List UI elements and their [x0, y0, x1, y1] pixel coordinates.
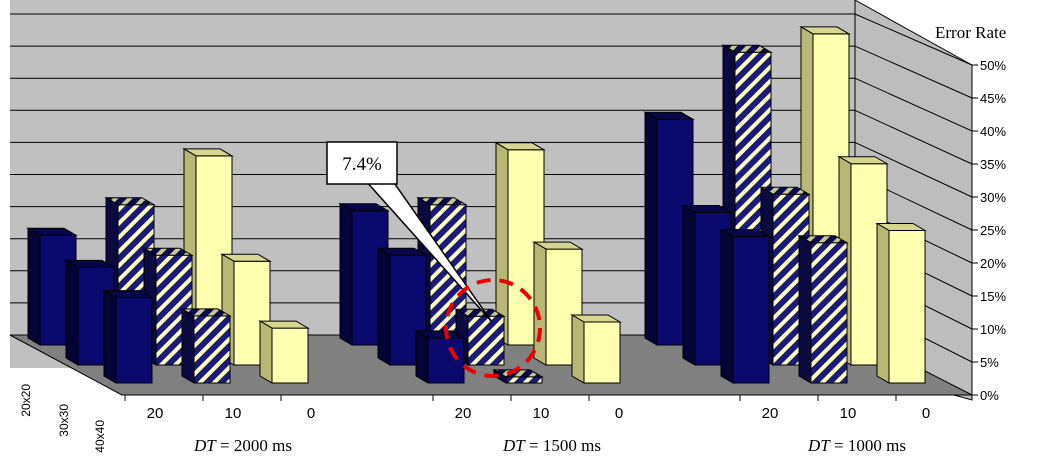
bar [414, 329, 466, 384]
bar-side [682, 204, 696, 366]
bar-front [193, 315, 231, 384]
bar-side [27, 227, 41, 346]
bar-front [810, 242, 848, 384]
y-tick-label: 40% [980, 124, 1006, 139]
y-tick-label: 10% [980, 322, 1006, 337]
bars [26, 26, 927, 384]
x-tick-label: 20 [455, 405, 472, 422]
gridline-side [854, 13, 973, 66]
y-tick-label: 0% [980, 388, 999, 403]
depth-label: 30x30 [57, 404, 71, 437]
x-tick-label: 10 [533, 405, 550, 422]
group-label: DT = 1000 ms [807, 436, 906, 455]
y-axis-title: Error Rate [935, 23, 1006, 42]
bar [570, 314, 622, 384]
bar [532, 241, 584, 366]
bar-side [644, 111, 658, 346]
bar [875, 222, 927, 384]
bar-front [583, 321, 621, 384]
bar-side [876, 222, 890, 384]
y-tick-label: 35% [980, 157, 1006, 172]
gridline-side [854, 109, 973, 165]
bar-front [888, 230, 926, 384]
bar-side [339, 202, 353, 346]
bar-side [259, 320, 273, 384]
callout-box [326, 141, 398, 185]
bar-front [467, 315, 505, 366]
depth-axis-labels: 20x20 30x30 40x40 [19, 384, 107, 453]
y-tick-label: 25% [980, 223, 1006, 238]
highlight-circle [444, 278, 542, 378]
bar-side [415, 329, 429, 384]
bar-side [103, 289, 117, 384]
bar-side [798, 234, 812, 384]
floor-left-edge [9, 334, 123, 396]
bar [338, 202, 390, 346]
bar-front [732, 236, 770, 384]
callout-label: 7.4% [342, 154, 382, 175]
bar-front [271, 327, 309, 384]
bar-side [720, 228, 734, 384]
gridline-side [854, 141, 973, 198]
depth-label: 40x40 [93, 420, 107, 453]
bar-front [115, 297, 153, 384]
x-tick-label: 0 [922, 405, 930, 422]
x-tick-label: 0 [307, 405, 315, 422]
y-tick-label: 50% [980, 58, 1006, 73]
bar-front [427, 337, 465, 384]
y-tick-label: 45% [980, 91, 1006, 106]
x-tick-label: 10 [225, 405, 242, 422]
gridline-side [854, 77, 973, 132]
bar [102, 289, 154, 384]
bar [180, 308, 232, 384]
group-label-rest: = 1500 ms [525, 436, 601, 455]
bar [258, 320, 310, 384]
y-tick-label: 15% [980, 289, 1006, 304]
group-label-var: DT [193, 436, 217, 455]
bar [492, 369, 544, 384]
bar [681, 204, 733, 366]
bar-side [571, 314, 585, 384]
y-tick-label: 30% [980, 190, 1006, 205]
y-tick-label: 5% [980, 355, 999, 370]
group-label-rest: = 1000 ms [830, 436, 906, 455]
x-tick-label: 20 [147, 405, 164, 422]
bar-side [65, 259, 79, 366]
bar-front [505, 376, 543, 384]
gridline-side [854, 45, 973, 99]
bar [797, 234, 849, 384]
x-tick-label: 20 [762, 405, 779, 422]
depth-label: 20x20 [19, 384, 33, 417]
bar-side [181, 308, 195, 384]
x-tick-label: 0 [615, 405, 623, 422]
y-axis: 0% 5% 10% 15% 20% 25% 30% 35% 40% 45% 50% [972, 58, 1006, 403]
group-label-var: DT [807, 436, 831, 455]
group-label-rest: = 2000 ms [216, 436, 292, 455]
y-tick-label: 20% [980, 256, 1006, 271]
group-label-var: DT [502, 436, 526, 455]
bar-side [377, 247, 391, 366]
bar-side [533, 241, 547, 366]
group-label: DT = 1500 ms [502, 436, 601, 455]
x-tick-label: 10 [840, 405, 857, 422]
group-label: DT = 2000 ms [193, 436, 292, 455]
bar [719, 228, 771, 384]
